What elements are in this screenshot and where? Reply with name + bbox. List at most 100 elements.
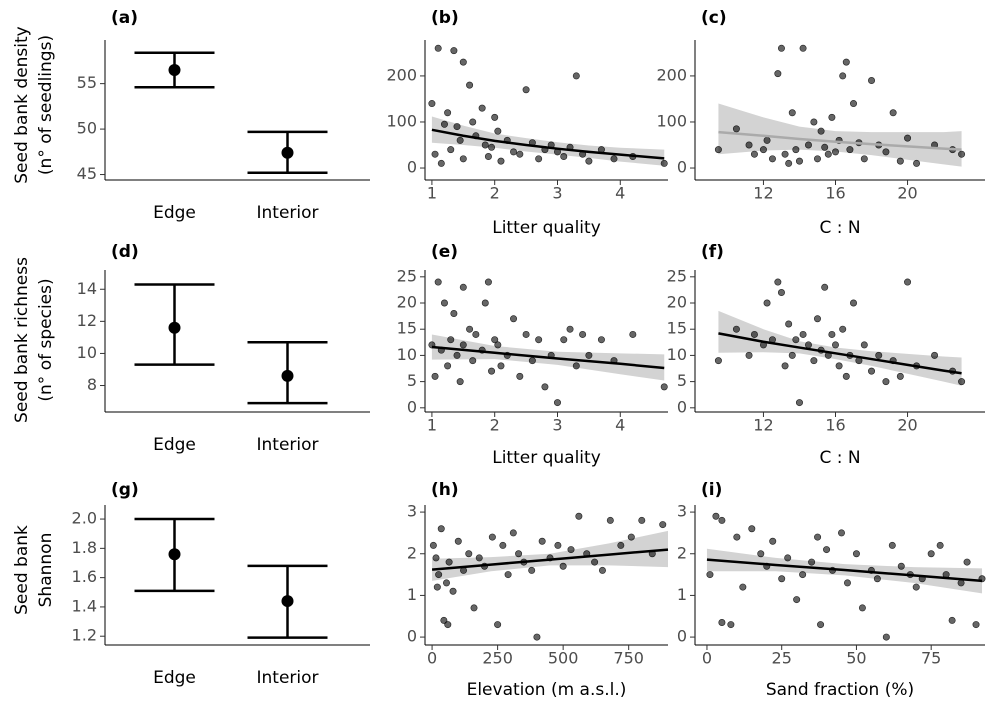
confidence-band: [718, 310, 962, 386]
x-tick-label: 75: [921, 649, 941, 668]
point: [897, 562, 905, 570]
point: [428, 100, 436, 108]
point: [538, 537, 546, 545]
confidence-band: [718, 103, 962, 167]
point: [434, 44, 442, 52]
y-tick-label: 14: [77, 279, 97, 298]
point: [882, 633, 890, 641]
x-tick-label: Interior: [256, 435, 318, 455]
x-tick-label: 750: [613, 649, 644, 668]
point: [516, 372, 524, 380]
point: [777, 289, 785, 297]
x-tick-label: Interior: [256, 203, 318, 223]
point: [927, 550, 935, 558]
point: [904, 134, 912, 142]
fit-line: [431, 128, 665, 160]
point: [459, 341, 467, 349]
point: [481, 299, 489, 307]
point: [478, 104, 486, 112]
point: [597, 336, 605, 344]
point: [831, 341, 839, 349]
point: [768, 155, 776, 163]
point: [510, 315, 518, 323]
x-tick-label: 25: [772, 649, 792, 668]
mean-point: [168, 321, 181, 334]
x-tick-label: 16: [825, 184, 845, 203]
x-axis-label: C : N: [819, 218, 860, 238]
point: [745, 141, 753, 149]
point: [629, 330, 637, 338]
point: [449, 587, 457, 595]
point: [788, 109, 796, 117]
point: [837, 529, 845, 537]
point: [814, 533, 822, 541]
point: [454, 537, 462, 545]
point: [585, 351, 593, 359]
y-tick-label: 5: [407, 371, 417, 390]
point: [850, 100, 858, 108]
point: [777, 44, 785, 52]
point: [732, 325, 740, 333]
point: [434, 278, 442, 286]
y-tick-label: 2: [677, 543, 687, 562]
point: [882, 378, 890, 386]
point: [852, 550, 860, 558]
point: [931, 351, 939, 359]
point: [515, 550, 523, 558]
point: [453, 123, 461, 131]
fit-line: [431, 548, 669, 571]
mean-point: [281, 369, 294, 382]
y-axis-label: (n° of species): [36, 278, 56, 401]
x-tick-label: 2: [490, 184, 500, 203]
y-tick-label: 3: [407, 502, 417, 521]
point: [714, 146, 722, 154]
point: [781, 150, 789, 158]
point: [810, 118, 818, 126]
point: [488, 367, 496, 375]
point: [445, 558, 453, 566]
point: [598, 566, 606, 574]
point: [444, 621, 452, 629]
point: [793, 596, 801, 604]
y-tick-label: 45: [77, 164, 97, 183]
point: [567, 546, 575, 554]
point: [882, 148, 890, 156]
point: [510, 148, 518, 156]
point: [447, 146, 455, 154]
point: [606, 516, 614, 524]
y-tick-label: 15: [667, 319, 687, 338]
point: [560, 153, 568, 161]
y-tick-label: 1.2: [72, 626, 97, 645]
point: [804, 341, 812, 349]
point: [610, 155, 618, 163]
y-tick-label: 1.6: [72, 567, 97, 586]
point: [541, 383, 549, 391]
y-tick-label: 1: [677, 585, 687, 604]
point: [522, 86, 530, 94]
point: [823, 546, 831, 554]
point: [828, 330, 836, 338]
point: [433, 583, 441, 591]
point: [896, 157, 904, 165]
point: [824, 150, 832, 158]
y-tick-label: 2: [407, 543, 417, 562]
point: [873, 575, 881, 583]
point: [447, 336, 455, 344]
y-tick-label: 25: [667, 266, 687, 285]
point: [488, 143, 496, 151]
point: [774, 70, 782, 78]
point: [528, 357, 536, 365]
fit-line: [431, 345, 665, 370]
y-tick-label: 12: [77, 311, 97, 330]
point: [785, 320, 793, 328]
point: [875, 351, 883, 359]
x-tick-label: 16: [825, 416, 845, 435]
x-tick-label: 250: [482, 649, 513, 668]
point: [494, 127, 502, 135]
x-tick-label: 12: [753, 184, 773, 203]
point: [799, 330, 807, 338]
point: [431, 150, 439, 158]
point: [868, 367, 876, 375]
y-tick-label: 0: [677, 158, 687, 177]
point: [889, 109, 897, 117]
